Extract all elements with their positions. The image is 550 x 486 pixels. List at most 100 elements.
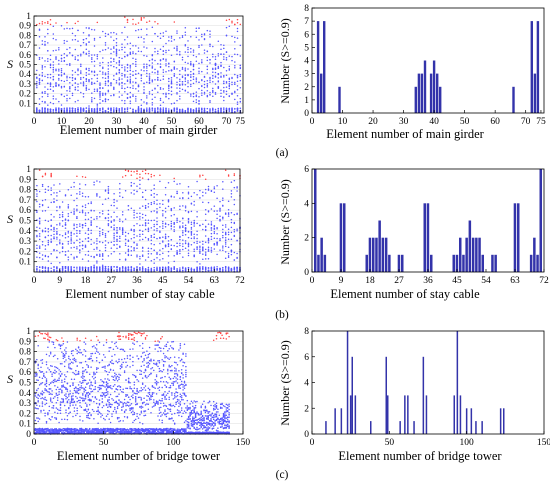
scatter-point — [116, 240, 118, 243]
scatter-point — [36, 108, 38, 110]
scatter-point — [36, 428, 38, 430]
scatter-point — [38, 405, 41, 407]
scatter-point — [170, 86, 173, 88]
scatter-point — [214, 108, 217, 111]
scatter-point — [223, 110, 225, 113]
scatter-point — [162, 35, 165, 38]
scatter-point — [170, 40, 173, 42]
scatter-point — [70, 247, 72, 249]
scatter-point — [121, 74, 123, 77]
scatter-point — [193, 250, 195, 252]
scatter-point — [199, 263, 201, 265]
scatter-point — [204, 188, 207, 191]
scatter-point — [182, 222, 184, 224]
scatter-point — [37, 408, 39, 410]
scatter-point — [119, 237, 121, 240]
scatter-point — [67, 232, 70, 234]
scatter-point — [102, 100, 104, 102]
scatter-point — [98, 411, 101, 414]
scatter-point — [170, 224, 173, 227]
scatter-point — [69, 367, 71, 369]
scatter-point — [41, 402, 44, 405]
scatter-point — [139, 239, 141, 241]
scatter-point — [121, 99, 123, 102]
scatter-point — [239, 100, 242, 103]
scatter-point — [173, 102, 176, 104]
scatter-point — [195, 36, 198, 38]
scatter-point — [150, 247, 153, 250]
scatter-point — [176, 76, 178, 79]
scatter-point — [139, 212, 141, 214]
scatter-point — [38, 29, 41, 31]
scatter-point — [79, 241, 81, 244]
scatter-point — [228, 80, 231, 83]
scatter-point — [102, 392, 105, 394]
bar — [481, 254, 484, 272]
scatter-point — [126, 19, 129, 21]
scatter-point — [96, 90, 99, 92]
scatter-point — [164, 226, 167, 228]
scatter-point — [113, 201, 115, 204]
scatter-point — [225, 51, 228, 53]
scatter-point — [230, 251, 233, 253]
scatter-point — [109, 393, 112, 396]
scatter-point — [113, 86, 115, 88]
bar — [475, 237, 478, 272]
scatter-point — [151, 110, 154, 112]
scatter-point — [105, 339, 108, 341]
bar — [536, 254, 539, 272]
scatter-point — [83, 399, 85, 402]
scatter-point — [38, 81, 41, 84]
scatter-point — [195, 91, 198, 93]
scatter-point — [36, 234, 38, 237]
scatter-point — [88, 428, 91, 430]
scatter-point — [146, 110, 148, 112]
scatter-point — [192, 82, 195, 85]
scatter-point — [132, 51, 134, 53]
scatter-point — [168, 87, 170, 89]
scatter-point — [49, 83, 52, 86]
scatter-point — [228, 82, 231, 85]
scatter-point — [108, 432, 110, 434]
scatter-point — [124, 100, 126, 102]
scatter-point — [56, 223, 58, 226]
scatter-point — [104, 240, 107, 242]
scatter-point — [107, 223, 110, 225]
scatter-point — [113, 110, 115, 112]
scatter-point — [157, 107, 159, 110]
scatter-point — [101, 414, 104, 416]
scatter-point — [84, 402, 87, 404]
scatter-point — [135, 23, 137, 26]
scatter-point — [146, 34, 148, 36]
scatter-point — [220, 89, 222, 91]
scatter-point — [107, 188, 110, 190]
scatter-point — [214, 67, 217, 69]
scatter-point — [173, 75, 176, 77]
scatter-point — [65, 393, 67, 395]
scatter-point — [146, 55, 148, 57]
scatter-point — [184, 247, 187, 249]
scatter-point — [101, 264, 104, 267]
scatter-point — [162, 101, 165, 104]
scatter-point — [213, 267, 216, 269]
scatter-point — [84, 397, 87, 400]
scatter-point — [67, 250, 70, 252]
scatter-point — [236, 239, 238, 242]
scatter-point — [98, 353, 101, 355]
scatter-point — [231, 20, 233, 22]
scatter-point — [70, 378, 73, 381]
scatter-point — [47, 50, 49, 52]
scatter-point — [49, 370, 52, 373]
scatter-point — [96, 225, 98, 228]
scatter-point — [121, 229, 124, 231]
scatter-point — [136, 255, 138, 258]
scatter-point — [181, 36, 184, 38]
scatter-point — [116, 231, 118, 234]
scatter-point — [204, 268, 207, 270]
scatter-point — [68, 432, 70, 434]
scatter-point — [95, 429, 98, 431]
scatter-point — [239, 44, 242, 47]
scatter-point — [146, 69, 148, 72]
scatter-point — [95, 350, 98, 352]
scatter-point — [93, 267, 95, 269]
